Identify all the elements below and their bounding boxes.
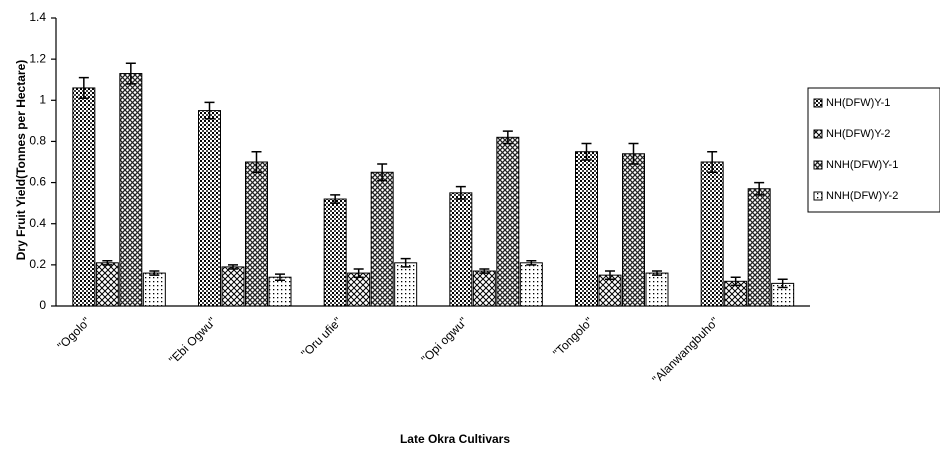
x-tick-label: "Tongolo" [550, 314, 596, 360]
legend-swatch [813, 98, 823, 108]
error-bar [125, 62, 136, 85]
legend-swatch [813, 129, 823, 139]
error-bar [502, 130, 513, 145]
error-bar [251, 150, 262, 174]
y-tick-label: 0.2 [29, 257, 46, 271]
bar [72, 87, 96, 307]
x-axis-title: Late Okra Cultivars [400, 432, 510, 446]
bar [472, 270, 496, 307]
bar [622, 153, 645, 307]
error-bar [777, 278, 788, 289]
error-bar [78, 76, 89, 99]
error-bar [479, 268, 490, 274]
bar [119, 73, 143, 307]
y-tick-label: 1 [39, 92, 46, 106]
error-bar [400, 257, 411, 268]
bar [645, 272, 669, 307]
y-axis-title: Dry Fruit Yield(Tonnes per Hectare) [14, 60, 28, 261]
x-tick-label: "Oru ufie" [298, 314, 344, 360]
bar [268, 276, 292, 307]
error-bar [330, 194, 341, 204]
error-bar [149, 270, 160, 276]
y-tick-label: 0.4 [29, 216, 46, 230]
bar [519, 262, 543, 307]
bar [394, 262, 418, 307]
error-bar [707, 150, 718, 174]
error-bar [353, 268, 364, 278]
error-bar [228, 264, 238, 270]
error-bar [581, 142, 592, 161]
error-bar [204, 101, 215, 120]
y-tick-label: 1.2 [29, 51, 46, 65]
error-bar [102, 259, 113, 266]
bar [198, 110, 221, 307]
legend-swatch [813, 191, 823, 201]
bar [347, 272, 371, 307]
bar [221, 266, 245, 307]
y-tick-label: 0.8 [29, 134, 46, 148]
bar [747, 188, 771, 307]
legend-label: NH(DFW)Y-2 [826, 128, 890, 140]
error-bar [455, 185, 466, 200]
x-tick-label: "Opi ogwu" [418, 314, 470, 366]
y-tick-label: 0 [39, 298, 46, 312]
error-bar [605, 270, 615, 281]
bar [323, 198, 347, 307]
legend-label: NNH(DFW)Y-2 [826, 190, 898, 202]
legend-label: NNH(DFW)Y-1 [826, 159, 898, 171]
legend-label: NH(DFW)Y-1 [826, 97, 890, 109]
error-bar [377, 163, 388, 182]
bar [449, 192, 473, 307]
error-bar [275, 273, 285, 282]
legend-swatch [813, 160, 823, 170]
error-bar [730, 276, 741, 287]
y-tick-label: 1.4 [29, 10, 46, 24]
bar [370, 171, 394, 307]
bar [496, 136, 520, 307]
error-bar [526, 259, 537, 266]
error-bar [628, 142, 639, 165]
bar [700, 161, 724, 307]
x-tick-label: "Alanwangbuho" [649, 314, 721, 386]
bar [575, 151, 598, 307]
error-bar [652, 270, 662, 276]
x-tick-label: "Ogolo" [55, 314, 94, 353]
x-tick-label: "Ebi Ogwu" [166, 314, 219, 367]
y-tick-label: 0.6 [29, 175, 46, 189]
error-bar [754, 181, 765, 196]
bar [95, 262, 119, 307]
legend-box [807, 87, 940, 213]
bar [245, 161, 268, 307]
bar [142, 272, 166, 307]
